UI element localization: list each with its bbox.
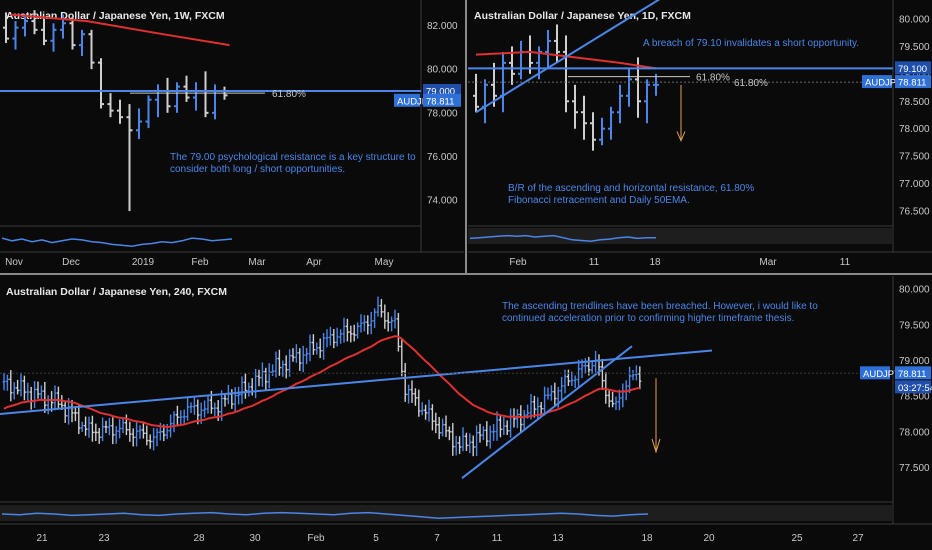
h4-x-tick-9: 18 <box>641 533 653 544</box>
daily-ema-line <box>475 50 657 70</box>
daily-oscillator <box>469 234 656 242</box>
annotation-h4: The ascending trendlines have been breac… <box>502 301 821 324</box>
daily-price-tag-bg <box>895 75 931 89</box>
h4-x-tick-10: 20 <box>703 533 715 544</box>
daily-y-tick-7: 76.500 <box>899 207 930 218</box>
daily-fib-label: 61.80% <box>696 73 730 84</box>
weekly-y-tick-1: 80.000 <box>427 65 458 76</box>
weekly-ema-line <box>10 13 230 47</box>
h4-x-tick-0: 21 <box>36 533 48 544</box>
h4-arrow-head <box>651 438 661 454</box>
annotation-h4-line1: The ascending trendlines have been breac… <box>502 301 818 312</box>
daily-level-tag: 79.100 <box>898 64 927 75</box>
daily-y-tick-2: 79.000 <box>899 69 930 80</box>
weekly-x-tick-2: 2019 <box>132 257 155 268</box>
h4-symbol-tag-bg <box>860 366 890 380</box>
annotation-daily-bottom-line1: B/R of the ascending and horizontal resi… <box>508 183 754 194</box>
h4-x-tick-7: 11 <box>492 533 503 544</box>
annotation-daily-top: A breach of 79.10 invalidates a short op… <box>643 38 859 49</box>
daily-arrow-head <box>676 131 686 143</box>
h4-y-tick-5: 77.500 <box>899 463 930 474</box>
h4-symbol-tag: AUDJPY <box>863 369 901 380</box>
h4-x-tick-4: Feb <box>307 533 325 544</box>
annotation-weekly: The 79.00 psychological resistance is a … <box>170 152 418 175</box>
daily-symbol-tag: AUDJPY <box>865 78 903 89</box>
h4-countdown-tag-bg <box>895 380 931 394</box>
daily-x-tick-2: 18 <box>649 257 661 268</box>
weekly-x-tick-0: Nov <box>5 257 23 268</box>
h4-trendline-long <box>0 349 713 415</box>
annotation-daily-bottom-line2: Fibonacci retracement and Daily 50EMA. <box>508 195 690 206</box>
daily-y-tick-3: 78.500 <box>899 97 930 108</box>
weekly-y-tick-3: 76.000 <box>427 152 458 163</box>
daily-y-tick-6: 77.000 <box>899 179 930 190</box>
h4-y-tick-1: 79.500 <box>899 320 930 331</box>
daily-y-tick-4: 78.000 <box>899 124 930 135</box>
h4-price-tag-bg <box>895 366 931 380</box>
weekly-y-tick-2: 78.000 <box>427 108 458 119</box>
h4-x-tick-6: 7 <box>434 533 440 544</box>
h4-x-tick-11: 25 <box>791 533 803 544</box>
chart-title-h4: Australian Dollar / Japanese Yen, 240, F… <box>6 286 227 298</box>
daily-x-tick-1: 11 <box>589 257 600 268</box>
weekly-y-tick-4: 74.000 <box>427 196 458 207</box>
weekly-x-tick-6: May <box>375 257 394 268</box>
annotation-h4-line2: continued acceleration prior to confirmi… <box>502 313 794 324</box>
h4-x-tick-3: 30 <box>249 533 261 544</box>
panel-h4 <box>0 276 932 550</box>
daily-price-tag: 78.811 <box>898 78 926 89</box>
h4-x-tick-8: 13 <box>552 533 564 544</box>
weekly-fib-label: 61.80% <box>272 89 306 100</box>
annotation-daily-bottom: B/R of the ascending and horizontal resi… <box>508 183 757 206</box>
weekly-x-tick-3: Feb <box>191 257 209 268</box>
h4-y-tick-2: 79.000 <box>899 356 930 367</box>
weekly-level-tag: 79.000 <box>426 86 455 97</box>
h4-x-tick-5: 5 <box>373 533 379 544</box>
h4-oscillator <box>1 511 649 519</box>
weekly-price-tag-bg <box>423 93 461 107</box>
weekly-x-tick-1: Dec <box>62 257 80 268</box>
daily-fib-label-right: 61.80% <box>734 78 768 89</box>
h4-ema-line <box>3 335 640 428</box>
h4-x-tick-2: 28 <box>193 533 205 544</box>
h4-trendline-short <box>461 345 633 479</box>
weekly-x-tick-4: Mar <box>248 257 266 268</box>
h4-price-tag: 78.811 <box>898 369 926 380</box>
weekly-y-tick-0: 82.000 <box>427 21 458 32</box>
weekly-symbol-tag: AUDJPY <box>397 96 435 107</box>
daily-trendline <box>475 0 661 114</box>
chart-title-daily: Australian Dollar / Japanese Yen, 1D, FX… <box>474 10 691 22</box>
weekly-price-tag: 78.811 <box>426 96 454 107</box>
daily-x-tick-0: Feb <box>509 257 527 268</box>
daily-x-tick-3: Mar <box>759 257 777 268</box>
daily-y-tick-5: 77.500 <box>899 152 930 163</box>
daily-symbol-tag-bg <box>862 75 892 89</box>
h4-countdown-tag: 03:27:54 <box>898 383 932 394</box>
panel-daily <box>468 0 932 272</box>
daily-level-tag-bg <box>895 61 931 75</box>
annotation-weekly-line2: consider both long / short opportunities… <box>170 164 345 175</box>
osc-band-h4 <box>0 505 893 521</box>
h4-y-tick-4: 78.000 <box>899 427 930 438</box>
weekly-level-tag-bg <box>423 83 461 97</box>
h4-x-tick-1: 23 <box>98 533 110 544</box>
daily-y-tick-1: 79.500 <box>899 42 930 53</box>
panel-weekly <box>0 0 464 272</box>
daily-x-tick-4: 11 <box>840 257 851 268</box>
h4-x-tick-12: 27 <box>852 533 864 544</box>
h4-y-tick-3: 78.500 <box>899 392 930 403</box>
weekly-x-tick-5: Apr <box>306 257 322 268</box>
annotation-weekly-line1: The 79.00 psychological resistance is a … <box>170 152 416 163</box>
daily-y-tick-0: 80.000 <box>899 14 930 25</box>
h4-y-tick-0: 80.000 <box>899 285 930 296</box>
weekly-symbol-tag-bg <box>394 93 420 107</box>
weekly-oscillator <box>1 237 233 247</box>
